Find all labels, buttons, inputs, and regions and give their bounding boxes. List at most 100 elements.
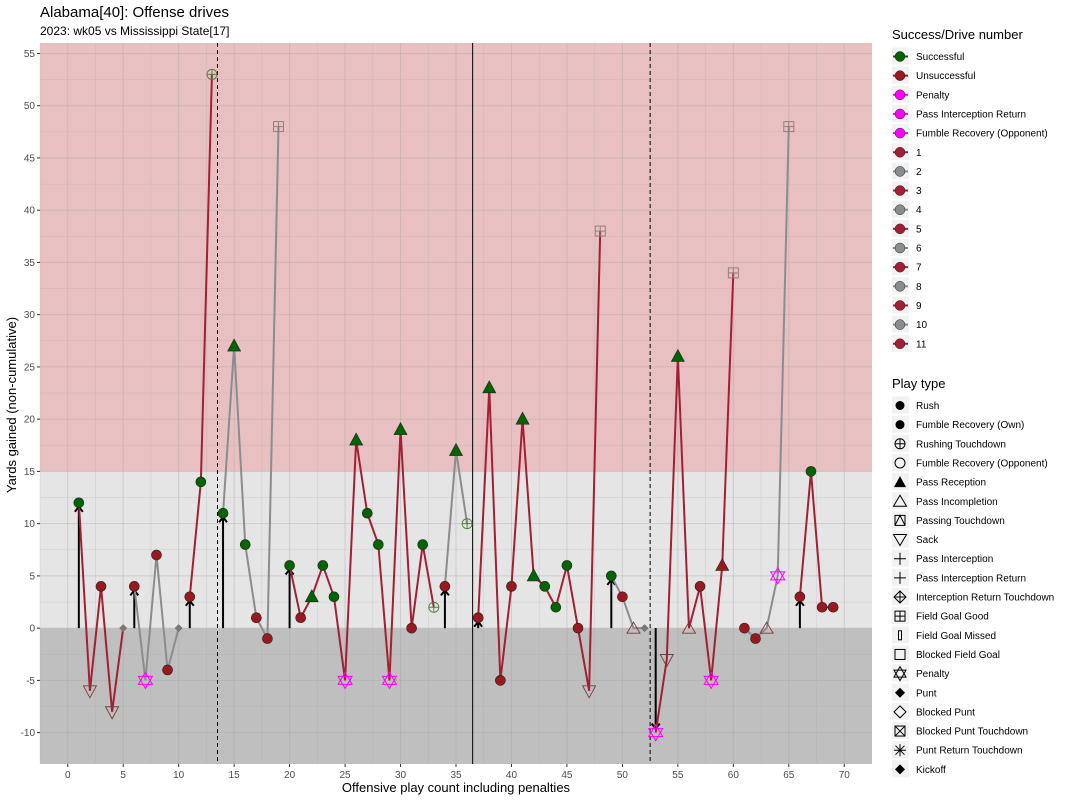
play-marker bbox=[381, 671, 398, 690]
rush-marker bbox=[284, 560, 295, 571]
play-marker bbox=[647, 723, 664, 742]
legend-label: 5 bbox=[916, 224, 922, 235]
play-marker bbox=[805, 466, 817, 477]
x-tick-label: 60 bbox=[728, 770, 740, 781]
rush-marker bbox=[95, 581, 107, 592]
rush-marker bbox=[73, 497, 85, 509]
play-marker bbox=[461, 518, 473, 530]
play-marker bbox=[361, 507, 373, 519]
pass-reception-marker bbox=[227, 338, 242, 352]
penalty-marker-up bbox=[647, 723, 664, 738]
legend-label: Pass Interception Return bbox=[916, 573, 1026, 584]
legend-label: Punt bbox=[916, 688, 937, 699]
x-tick-label: 15 bbox=[229, 770, 241, 781]
play-marker bbox=[626, 621, 641, 634]
x-tick-label: 10 bbox=[173, 770, 185, 781]
play-marker bbox=[581, 685, 597, 699]
legend-symbol-open-square bbox=[894, 648, 906, 660]
legend-key-dot bbox=[894, 127, 906, 139]
legend-symbol-plus bbox=[894, 571, 906, 584]
penalty-marker-up bbox=[703, 671, 720, 685]
legend-symbol-square-plus bbox=[894, 610, 906, 622]
play-marker bbox=[239, 539, 251, 550]
penalty-marker-down bbox=[703, 675, 720, 690]
x-axis-title: Offensive play count including penalties bbox=[342, 780, 571, 795]
legend-key-dot bbox=[894, 261, 906, 273]
legend-symbol-square-x bbox=[894, 725, 906, 737]
rush-marker bbox=[317, 560, 329, 571]
legend-label: Fumble Recovery (Opponent) bbox=[916, 129, 1048, 140]
sack-marker bbox=[104, 706, 120, 720]
y-tick-label: 45 bbox=[24, 153, 36, 164]
play-marker bbox=[572, 622, 584, 634]
y-tick-label: 15 bbox=[24, 467, 36, 478]
x-tick-label: 50 bbox=[617, 770, 629, 781]
penalty-marker-down bbox=[381, 675, 398, 690]
rush-marker bbox=[239, 539, 251, 550]
legend-label: 1 bbox=[916, 148, 922, 159]
play-marker bbox=[217, 507, 229, 519]
play-marker bbox=[162, 664, 173, 676]
y-tick-label: 35 bbox=[24, 258, 36, 269]
play-marker bbox=[539, 581, 551, 592]
play-marker bbox=[284, 560, 295, 571]
legend-label: Passing Touchdown bbox=[916, 516, 1005, 527]
play-marker bbox=[393, 421, 408, 435]
rush-marker bbox=[195, 476, 207, 488]
plus-mark bbox=[895, 438, 905, 449]
play-marker bbox=[104, 706, 120, 720]
legend-label: Pass Interception Return bbox=[916, 109, 1026, 120]
rush-marker bbox=[217, 507, 229, 519]
legend-label: Interception Return Touchdown bbox=[916, 593, 1054, 604]
legend-key-dot bbox=[894, 166, 906, 177]
rush-marker bbox=[794, 591, 806, 603]
sack-marker bbox=[82, 685, 98, 699]
open-circle-icon bbox=[894, 457, 906, 469]
y-tick-label: 20 bbox=[24, 415, 36, 426]
legend-label: Blocked Punt bbox=[916, 707, 975, 718]
rush-marker bbox=[128, 581, 140, 592]
legend-symbol-open-diamond bbox=[893, 705, 907, 719]
legend-symbol-thin-rect bbox=[898, 630, 902, 641]
legend-key-dot bbox=[894, 89, 906, 101]
plot-background bbox=[40, 43, 872, 764]
play-marker bbox=[119, 624, 128, 633]
filled-diamond-icon bbox=[895, 764, 905, 775]
legend-label: Fumble Recovery (Opponent) bbox=[916, 458, 1048, 469]
play-marker bbox=[694, 581, 706, 592]
filled-diamond-icon bbox=[895, 687, 905, 698]
rush-marker bbox=[417, 539, 429, 550]
x-tick-label: 0 bbox=[65, 770, 71, 781]
legend-symbol-square-triangle bbox=[894, 514, 906, 526]
rush-marker bbox=[572, 622, 584, 634]
legend-key-dot bbox=[894, 223, 906, 235]
legend-label: 9 bbox=[916, 301, 922, 312]
legend-play-title: Play type bbox=[892, 376, 945, 391]
play-marker bbox=[794, 591, 806, 603]
play-marker bbox=[317, 560, 329, 571]
play-marker bbox=[251, 612, 262, 624]
pass-reception-marker bbox=[482, 380, 497, 394]
legend-label: Pass Interception bbox=[916, 554, 993, 565]
band-0 bbox=[40, 628, 872, 764]
y-tick-label: -10 bbox=[21, 728, 36, 739]
legend-label: Sack bbox=[916, 535, 939, 546]
rush-marker bbox=[694, 581, 706, 592]
x-tick-label: 35 bbox=[450, 770, 462, 781]
grid-lines bbox=[39, 43, 872, 764]
rush-marker bbox=[827, 601, 839, 613]
open-triangle-icon bbox=[892, 494, 908, 507]
play-markers bbox=[73, 68, 839, 742]
rush-marker bbox=[361, 507, 373, 519]
legend-key-bg bbox=[892, 626, 909, 644]
play-marker bbox=[759, 621, 774, 634]
legend-symbol-dot bbox=[895, 401, 905, 410]
legend-key-dot bbox=[894, 108, 906, 120]
legend-key-dot bbox=[894, 319, 906, 330]
legend-label: Rushing Touchdown bbox=[916, 439, 1006, 450]
play-marker bbox=[439, 581, 451, 592]
drive-line-5 bbox=[288, 429, 435, 681]
penalty-marker-down bbox=[647, 728, 664, 742]
legend-key-dot bbox=[894, 281, 906, 292]
play-marker bbox=[681, 621, 697, 634]
